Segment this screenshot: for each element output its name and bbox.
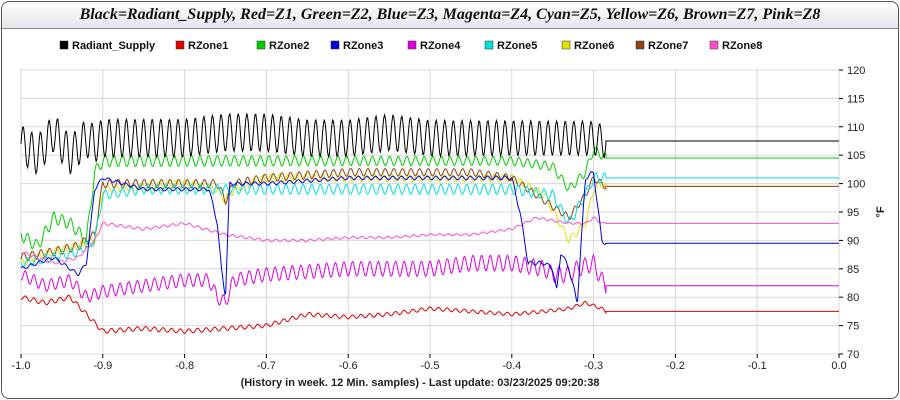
- x-tick-label: -0.2: [666, 360, 685, 372]
- x-tick-label: -0.5: [421, 360, 440, 372]
- series-line-radiant_supply: [20, 112, 839, 176]
- series-lines: [20, 112, 839, 334]
- y-tick-label: 85: [847, 264, 859, 276]
- x-tick-label: -0.3: [584, 360, 603, 372]
- y-tick-label: 90: [847, 235, 859, 247]
- legend-item-rzone8: RZone8: [709, 40, 762, 52]
- legend-swatch: [59, 40, 69, 50]
- y-tick-label: 105: [847, 150, 865, 162]
- x-tick-label: 0.0: [831, 360, 846, 372]
- legend: Radiant_Supply RZone1 RZone2 RZone3 RZone4 RZ…: [59, 40, 762, 52]
- chart-title: Black=Radiant_Supply, Red=Z1, Green=Z2, …: [79, 6, 821, 23]
- series-line-rzone4: [20, 253, 839, 306]
- legend-item-radiant_supply: Radiant_Supply: [59, 40, 156, 52]
- y-tick-label: 95: [847, 207, 859, 219]
- legend-item-rzone2: RZone2: [256, 40, 309, 52]
- legend-swatch: [484, 40, 494, 50]
- legend-label: RZone5: [497, 40, 537, 52]
- legend-label: RZone8: [722, 40, 762, 52]
- legend-swatch: [256, 40, 266, 50]
- series-line-rzone7: [20, 167, 839, 262]
- grid: [20, 69, 840, 355]
- x-tick-label: -0.6: [339, 360, 358, 372]
- footer-text: (History in week. 12 Min. samples) - Las…: [241, 377, 600, 389]
- legend-label: Radiant_Supply: [72, 40, 156, 52]
- x-tick-label: -0.8: [175, 360, 194, 372]
- y-tick-label: 110: [847, 122, 865, 134]
- x-tick-label: -0.9: [93, 360, 112, 372]
- legend-label: RZone3: [343, 40, 383, 52]
- legend-swatch: [635, 40, 645, 50]
- series-line-rzone5: [20, 172, 839, 268]
- x-tick-label: -1.0: [12, 360, 31, 372]
- y-tick-label: 120: [847, 65, 865, 77]
- y-tick-label: 115: [847, 93, 865, 105]
- legend-label: RZone1: [188, 40, 228, 52]
- legend-swatch: [561, 40, 571, 50]
- y-tick-label: 100: [847, 179, 865, 191]
- legend-item-rzone1: RZone1: [175, 40, 228, 52]
- legend-swatch: [330, 40, 340, 50]
- series-line-rzone1: [20, 294, 839, 334]
- title-bar: Black=Radiant_Supply, Red=Z1, Green=Z2, …: [2, 2, 898, 29]
- legend-item-rzone4: RZone4: [407, 40, 461, 52]
- legend-item-rzone5: RZone5: [484, 40, 537, 52]
- legend-item-rzone7: RZone7: [635, 40, 688, 52]
- y-tick-label: 70: [847, 349, 859, 361]
- legend-swatch: [175, 40, 185, 50]
- axis-ticks: -1.0 -0.9 -0.8 -0.7 -0.6 -0.5 -0.4 -0.3 -0.2 -0.1…: [12, 65, 866, 372]
- series-line-rzone8: [20, 216, 839, 265]
- y-tick-label: 75: [847, 321, 859, 333]
- series-line-rzone2: [20, 146, 839, 249]
- legend-label: RZone2: [269, 40, 309, 52]
- legend-label: RZone6: [574, 40, 614, 52]
- legend-swatch: [709, 40, 719, 50]
- legend-item-rzone3: RZone3: [330, 40, 383, 52]
- x-tick-label: -0.1: [748, 360, 767, 372]
- legend-swatch: [407, 40, 417, 50]
- y-tick-label: 80: [847, 292, 859, 304]
- x-tick-label: -0.4: [502, 360, 521, 372]
- legend-label: RZone4: [420, 40, 461, 52]
- legend-item-rzone6: RZone6: [561, 40, 614, 52]
- x-tick-label: -0.7: [257, 360, 276, 372]
- y-axis-label: °F: [875, 206, 887, 217]
- series-line-rzone3: [20, 171, 839, 302]
- legend-label: RZone7: [648, 40, 688, 52]
